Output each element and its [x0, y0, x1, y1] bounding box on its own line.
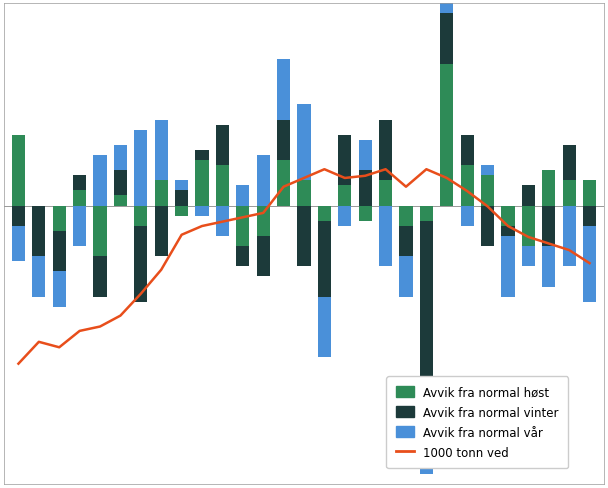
Bar — [257, 206, 270, 236]
Bar — [460, 206, 474, 226]
Bar — [440, 0, 454, 14]
Bar — [73, 176, 86, 191]
Bar — [195, 206, 209, 216]
Bar — [257, 236, 270, 277]
Bar — [420, 221, 433, 398]
Bar — [236, 246, 249, 267]
Bar — [134, 130, 148, 206]
Bar — [12, 226, 25, 262]
Bar — [359, 171, 372, 206]
Bar — [502, 226, 514, 236]
Bar — [195, 161, 209, 206]
Bar — [318, 297, 331, 358]
Bar — [12, 206, 25, 226]
Bar — [583, 206, 596, 226]
Bar — [297, 105, 311, 181]
Bar — [583, 181, 596, 206]
Bar — [562, 145, 576, 181]
Bar — [94, 156, 106, 206]
Bar — [440, 65, 454, 206]
Bar — [583, 226, 596, 302]
Bar — [236, 186, 249, 206]
Bar — [175, 181, 188, 191]
Bar — [277, 60, 290, 121]
Bar — [195, 151, 209, 161]
Bar — [175, 191, 188, 206]
Bar — [318, 206, 331, 221]
Bar — [379, 206, 392, 267]
Bar — [114, 171, 127, 196]
Bar — [522, 206, 535, 246]
Bar — [175, 206, 188, 216]
Bar — [236, 206, 249, 246]
Bar — [338, 136, 351, 186]
Bar — [379, 121, 392, 181]
Bar — [216, 206, 229, 236]
Bar — [12, 136, 25, 206]
Bar — [481, 166, 494, 176]
Bar — [460, 136, 474, 166]
Legend: Avvik fra normal høst, Avvik fra normal vinter, Avvik fra normal vår, 1000 tonn : Avvik fra normal høst, Avvik fra normal … — [387, 376, 568, 468]
Bar — [522, 246, 535, 267]
Bar — [154, 121, 168, 181]
Bar — [522, 186, 535, 206]
Bar — [338, 186, 351, 206]
Bar — [73, 191, 86, 206]
Bar — [359, 206, 372, 221]
Bar — [32, 206, 46, 257]
Bar — [277, 161, 290, 206]
Bar — [399, 257, 413, 297]
Bar — [481, 176, 494, 206]
Bar — [154, 206, 168, 257]
Bar — [94, 257, 106, 297]
Bar — [114, 145, 127, 171]
Bar — [94, 206, 106, 257]
Bar — [53, 206, 66, 231]
Bar — [53, 231, 66, 272]
Bar — [216, 166, 229, 206]
Bar — [562, 206, 576, 267]
Bar — [338, 206, 351, 226]
Bar — [216, 125, 229, 166]
Bar — [359, 141, 372, 171]
Bar — [502, 206, 514, 226]
Bar — [53, 272, 66, 307]
Bar — [379, 181, 392, 206]
Bar — [297, 181, 311, 206]
Bar — [440, 14, 454, 65]
Bar — [114, 196, 127, 206]
Bar — [399, 206, 413, 226]
Bar — [562, 181, 576, 206]
Bar — [277, 121, 290, 161]
Bar — [542, 206, 555, 246]
Bar — [502, 236, 514, 297]
Bar — [154, 181, 168, 206]
Bar — [134, 226, 148, 302]
Bar — [460, 166, 474, 206]
Bar — [542, 171, 555, 206]
Bar — [399, 226, 413, 257]
Bar — [420, 206, 433, 221]
Bar — [318, 221, 331, 297]
Bar — [420, 398, 433, 474]
Bar — [32, 257, 46, 297]
Bar — [297, 206, 311, 267]
Bar — [481, 206, 494, 246]
Bar — [73, 206, 86, 246]
Bar — [542, 246, 555, 287]
Bar — [257, 156, 270, 206]
Bar — [134, 206, 148, 226]
